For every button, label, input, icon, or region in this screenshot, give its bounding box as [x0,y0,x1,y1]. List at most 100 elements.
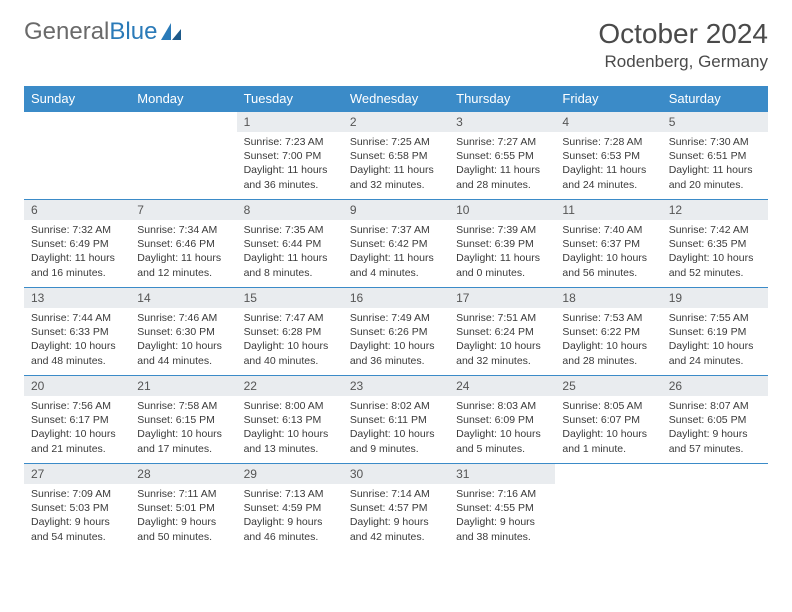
daylight-line: Daylight: 9 hours and 50 minutes. [137,516,216,542]
sunset-line: Sunset: 6:35 PM [669,238,747,250]
sunset-line: Sunset: 6:44 PM [244,238,322,250]
daylight-line: Daylight: 10 hours and 36 minutes. [350,340,435,366]
sunrise-line: Sunrise: 7:30 AM [669,136,749,148]
location-label: Rodenberg, Germany [598,52,768,72]
sunset-line: Sunset: 6:42 PM [350,238,428,250]
day-details: Sunrise: 8:03 AMSunset: 6:09 PMDaylight:… [449,396,555,462]
weekday-header: Sunday [24,86,130,112]
daylight-line: Daylight: 9 hours and 38 minutes. [456,516,535,542]
sunrise-line: Sunrise: 7:46 AM [137,312,217,324]
day-number: 27 [24,464,130,484]
weekday-row: SundayMondayTuesdayWednesdayThursdayFrid… [24,86,768,112]
daylight-line: Daylight: 11 hours and 24 minutes. [562,164,646,190]
sunrise-line: Sunrise: 7:32 AM [31,224,111,236]
sunset-line: Sunset: 6:28 PM [244,326,322,338]
daylight-line: Daylight: 10 hours and 48 minutes. [31,340,116,366]
daylight-line: Daylight: 11 hours and 8 minutes. [244,252,328,278]
calendar-cell: 26Sunrise: 8:07 AMSunset: 6:05 PMDayligh… [662,376,768,464]
day-number: 29 [237,464,343,484]
sunrise-line: Sunrise: 7:16 AM [456,488,536,500]
day-number: 19 [662,288,768,308]
daylight-line: Daylight: 10 hours and 52 minutes. [669,252,754,278]
calendar-cell: 5 Sunrise: 7:30 AM Sunset: 6:51 PM Daylight… [662,112,768,200]
daylight-line: Daylight: 10 hours and 44 minutes. [137,340,222,366]
day-details: Sunrise: 7:46 AMSunset: 6:30 PMDaylight:… [130,308,236,374]
day-details: Sunrise: 7:58 AMSunset: 6:15 PMDaylight:… [130,396,236,462]
sunset-line: Sunset: 6:17 PM [31,414,109,426]
sunset-line: Sunset: 4:57 PM [350,502,428,514]
calendar-row: 13Sunrise: 7:44 AMSunset: 6:33 PMDayligh… [24,288,768,376]
sunrise-line: Sunrise: 7:44 AM [31,312,111,324]
calendar-cell: 10Sunrise: 7:39 AMSunset: 6:39 PMDayligh… [449,200,555,288]
day-details: Sunrise: 7:28 AMSunset: 6:53 PMDaylight:… [555,132,661,198]
day-details: Sunrise: 7:49 AMSunset: 6:26 PMDaylight:… [343,308,449,374]
calendar-cell: 17Sunrise: 7:51 AMSunset: 6:24 PMDayligh… [449,288,555,376]
calendar-cell: 27Sunrise: 7:09 AMSunset: 5:03 PMDayligh… [24,464,130,552]
day-number: 2 [343,112,449,132]
sunset-line: Sunset: 6:51 PM [669,150,747,162]
page-header: GeneralBlue October 2024 Rodenberg, Germ… [24,18,768,72]
sunrise-line: Sunrise: 7:27 AM [456,136,536,148]
sunrise-line: Sunrise: 7:56 AM [31,400,111,412]
calendar-cell: 20 Sunrise: 7:56 AM Sunset: 6:17 PM Dayligh… [24,376,130,464]
sunrise-line: Sunrise: 7:51 AM [456,312,536,324]
sunset-line: Sunset: 6:13 PM [244,414,322,426]
day-details: Sunrise: 7:53 AMSunset: 6:22 PMDaylight:… [555,308,661,374]
weekday-header: Wednesday [343,86,449,112]
daylight-line: Daylight: 9 hours and 46 minutes. [244,516,323,542]
day-details: Sunrise: 7:34 AMSunset: 6:46 PMDaylight:… [130,220,236,286]
calendar-cell: 11Sunrise: 7:40 AMSunset: 6:37 PMDayligh… [555,200,661,288]
calendar-cell: .. [130,112,236,200]
calendar-cell: 30Sunrise: 7:14 AMSunset: 4:57 PMDayligh… [343,464,449,552]
day-number: 20 [24,376,130,396]
calendar-row: 6Sunrise: 7:32 AMSunset: 6:49 PMDaylight… [24,200,768,288]
weekday-header: Tuesday [237,86,343,112]
sunset-line: Sunset: 6:07 PM [562,414,640,426]
calendar-body: ....1Sunrise: 7:23 AMSunset: 7:00 PMDayl… [24,112,768,552]
day-number: 5 [662,112,768,132]
sunrise-line: Sunrise: 7:23 AM [244,136,324,148]
sunrise-line: Sunrise: 8:02 AM [350,400,430,412]
calendar-table: SundayMondayTuesdayWednesdayThursdayFrid… [24,86,768,552]
calendar-cell: 9Sunrise: 7:37 AMSunset: 6:42 PMDaylight… [343,200,449,288]
day-details: Sunrise: 7:39 AMSunset: 6:39 PMDaylight:… [449,220,555,286]
daylight-line: Daylight: 11 hours and 20 minutes. [669,164,753,190]
sunset-line: Sunset: 5:01 PM [137,502,215,514]
day-details: Sunrise: 7:47 AMSunset: 6:28 PMDaylight:… [237,308,343,374]
day-details: Sunrise: 7:44 AM Sunset: 6:33 PM Daylight:… [24,308,130,374]
sunset-line: Sunset: 6:39 PM [456,238,534,250]
calendar-cell: 21Sunrise: 7:58 AMSunset: 6:15 PMDayligh… [130,376,236,464]
day-details: Sunrise: 8:02 AMSunset: 6:11 PMDaylight:… [343,396,449,462]
calendar-cell: 22Sunrise: 8:00 AMSunset: 6:13 PMDayligh… [237,376,343,464]
calendar-cell: 23Sunrise: 8:02 AMSunset: 6:11 PMDayligh… [343,376,449,464]
day-number: 1 [237,112,343,132]
calendar-cell: 8Sunrise: 7:35 AMSunset: 6:44 PMDaylight… [237,200,343,288]
daylight-line: Daylight: 11 hours and 12 minutes. [137,252,221,278]
daylight-line: Daylight: 10 hours and 56 minutes. [562,252,647,278]
day-details: Sunrise: 7:32 AMSunset: 6:49 PMDaylight:… [24,220,130,286]
day-details: Sunrise: 8:07 AMSunset: 6:05 PMDaylight:… [662,396,768,462]
day-details: Sunrise: 8:05 AMSunset: 6:07 PMDaylight:… [555,396,661,462]
sail-icon [160,22,182,42]
day-number: 26 [662,376,768,396]
sunset-line: Sunset: 6:09 PM [456,414,534,426]
calendar-cell: 12Sunrise: 7:42 AMSunset: 6:35 PMDayligh… [662,200,768,288]
sunrise-line: Sunrise: 8:00 AM [244,400,324,412]
sunrise-line: Sunrise: 8:07 AM [669,400,749,412]
sunset-line: Sunset: 6:55 PM [456,150,534,162]
sunrise-line: Sunrise: 7:40 AM [562,224,642,236]
sunrise-line: Sunrise: 7:25 AM [350,136,430,148]
sunset-line: Sunset: 6:22 PM [562,326,640,338]
daylight-line: Daylight: 10 hours and 21 minutes. [31,428,116,454]
day-details: Sunrise: 7:14 AMSunset: 4:57 PMDaylight:… [343,484,449,550]
day-number: 22 [237,376,343,396]
daylight-line: Daylight: 11 hours and 0 minutes. [456,252,540,278]
day-number: 12 [662,200,768,220]
calendar-cell: 3Sunrise: 7:27 AMSunset: 6:55 PMDaylight… [449,112,555,200]
sunset-line: Sunset: 6:33 PM [31,326,109,338]
sunset-line: Sunset: 6:49 PM [31,238,109,250]
sunrise-line: Sunrise: 7:13 AM [244,488,324,500]
day-details: Sunrise: 7:37 AMSunset: 6:42 PMDaylight:… [343,220,449,286]
sunrise-line: Sunrise: 7:47 AM [244,312,324,324]
calendar-cell: 1Sunrise: 7:23 AMSunset: 7:00 PMDaylight… [237,112,343,200]
